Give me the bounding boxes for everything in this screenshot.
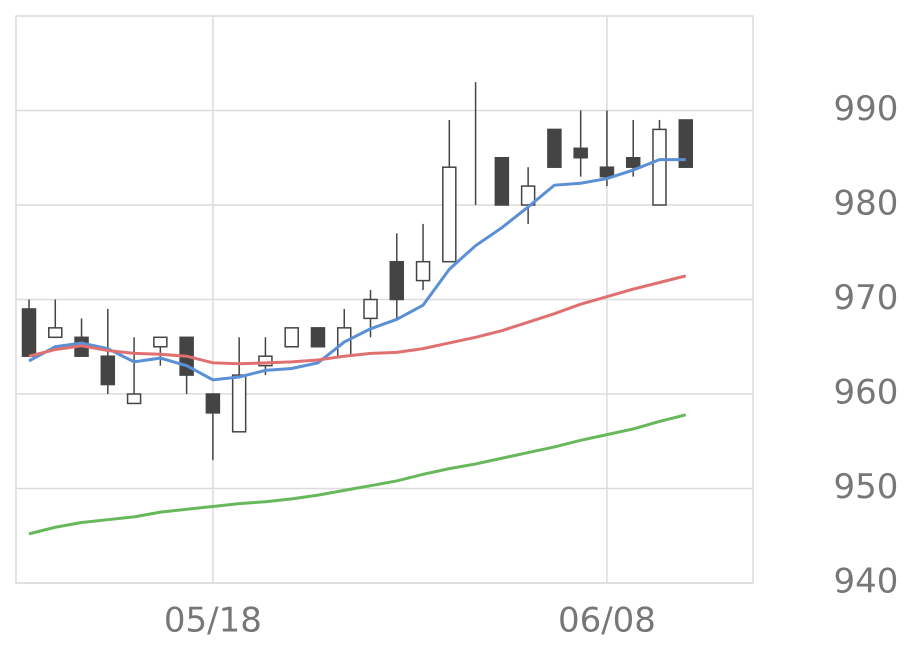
candle-body xyxy=(21,308,37,357)
candle-body xyxy=(258,355,273,367)
candle-body xyxy=(573,147,588,159)
candle-body xyxy=(100,355,116,386)
x-tick-label: 05/18 xyxy=(164,601,262,641)
candle-body xyxy=(389,260,405,301)
y-tick-label: 990 xyxy=(834,89,899,129)
candle-body xyxy=(205,393,221,414)
x-tick-label: 06/08 xyxy=(558,601,656,641)
candle-body xyxy=(625,157,641,168)
candle-body xyxy=(415,260,431,282)
candle-body xyxy=(599,166,615,178)
y-tick-label: 940 xyxy=(834,562,899,602)
candle-body xyxy=(363,298,378,320)
y-tick-label: 950 xyxy=(834,467,899,507)
moving-average-line xyxy=(28,274,687,366)
candle-body xyxy=(231,374,247,433)
candle-body xyxy=(153,336,168,348)
candle-body xyxy=(547,128,562,168)
candle-body xyxy=(48,327,63,339)
moving-average-line xyxy=(28,413,687,536)
moving-average-line xyxy=(28,158,686,382)
candle-body xyxy=(442,166,457,263)
candle-body xyxy=(284,327,299,348)
candle-body xyxy=(652,128,667,206)
y-tick-label: 960 xyxy=(834,373,899,413)
y-tick-label: 980 xyxy=(834,184,899,224)
y-tick-label: 970 xyxy=(834,278,899,318)
candle-body xyxy=(494,157,510,206)
candle-body xyxy=(126,393,142,405)
candle-body xyxy=(310,327,326,348)
candle-body xyxy=(678,119,693,168)
